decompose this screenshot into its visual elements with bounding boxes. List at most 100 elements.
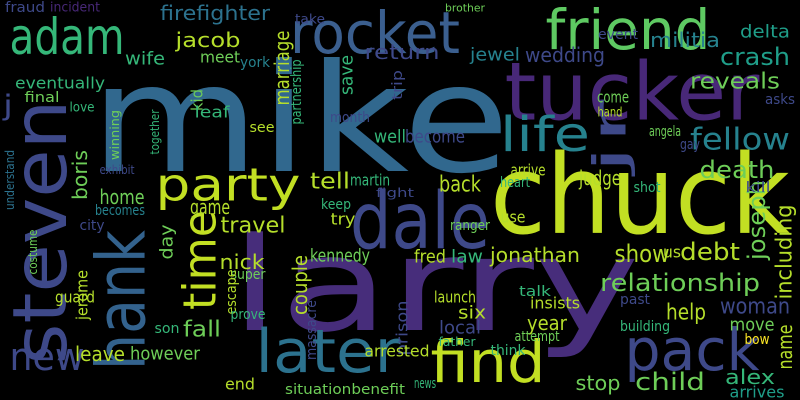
word: keep	[321, 197, 351, 213]
word: jacob	[174, 28, 240, 52]
word: save	[337, 55, 358, 95]
word: news	[414, 376, 436, 392]
word: becomes	[95, 203, 145, 219]
word: bow	[745, 332, 770, 348]
word: see	[250, 120, 275, 136]
word: hand	[598, 106, 623, 121]
word: hank	[83, 229, 162, 370]
word: rocket	[290, 0, 460, 67]
word: kennedy	[310, 246, 370, 267]
word: father	[439, 335, 476, 349]
word: tucker	[505, 46, 760, 139]
word: try	[331, 210, 356, 229]
word: shot	[634, 180, 661, 196]
word: attempt	[515, 329, 560, 345]
word: fred	[414, 247, 446, 268]
word: year	[527, 311, 568, 335]
word: costume	[26, 230, 40, 275]
word: relationship	[600, 269, 760, 297]
word: massacre	[304, 300, 320, 360]
word: joseph	[743, 180, 771, 261]
word: later	[256, 317, 401, 387]
word: event	[598, 27, 639, 43]
word: end	[225, 375, 255, 394]
word: love	[70, 101, 95, 116]
word: friend	[546, 0, 711, 62]
word: help	[666, 301, 706, 326]
word: wife	[125, 49, 165, 70]
word: understand	[3, 150, 17, 210]
word: kid	[188, 89, 207, 111]
word: alex	[725, 365, 775, 389]
word: use	[501, 208, 526, 227]
word: martin	[350, 171, 390, 190]
word: trip	[390, 70, 406, 100]
word: local	[439, 318, 481, 339]
word: insists	[530, 294, 580, 313]
word: arrive	[511, 161, 546, 180]
word: chuck	[490, 131, 790, 259]
word: guard	[55, 288, 95, 307]
word: steven	[0, 100, 84, 365]
word: york	[240, 55, 271, 71]
word: game	[190, 195, 230, 219]
word: debt	[680, 238, 740, 266]
word: city	[80, 218, 105, 234]
word: back	[439, 173, 481, 198]
word: fall	[183, 318, 221, 343]
word: partnership	[289, 59, 305, 124]
word: fellow	[690, 123, 790, 158]
word: return	[365, 40, 440, 64]
word: super	[231, 267, 266, 283]
word: jerome	[73, 270, 92, 321]
word: delta	[740, 22, 790, 43]
word: dale	[350, 177, 490, 267]
word: leave	[75, 342, 125, 366]
word: law	[451, 247, 483, 268]
word: party	[156, 159, 301, 212]
word: stop	[576, 371, 621, 395]
word: prison	[393, 301, 412, 356]
word: heart	[500, 175, 530, 191]
word: jewel	[469, 45, 520, 66]
word: incident	[50, 1, 100, 16]
word: judge	[578, 166, 621, 190]
word: winning	[108, 110, 122, 160]
word: arrested	[365, 342, 430, 361]
word: final	[25, 90, 60, 106]
word: fraud	[5, 0, 45, 16]
word: couple	[288, 255, 312, 315]
word: crash	[720, 43, 790, 71]
word: marriage	[270, 31, 294, 106]
word: jonathan	[489, 243, 580, 267]
word: adam	[10, 8, 125, 66]
word: eventually	[15, 74, 105, 93]
word: angela	[649, 124, 681, 140]
word: ranger	[450, 218, 490, 234]
word: gay	[680, 137, 700, 153]
word: larry	[230, 209, 640, 361]
word: j	[2, 89, 13, 122]
word: fight	[376, 186, 414, 200]
word: six	[458, 303, 486, 324]
word: find	[431, 328, 546, 396]
word: building	[620, 319, 670, 335]
word: child	[635, 368, 705, 396]
word: reveals	[690, 70, 780, 95]
word: time	[174, 210, 227, 310]
word: us	[663, 243, 681, 262]
word: leaf	[195, 103, 230, 122]
word: life	[500, 107, 590, 163]
word: including	[773, 205, 798, 300]
word: meet	[200, 48, 240, 67]
word: firefighter	[160, 1, 271, 25]
word: new	[10, 335, 85, 379]
word: show	[615, 240, 670, 268]
word: well	[374, 127, 406, 148]
word: together	[148, 109, 162, 154]
word: nick	[220, 250, 265, 274]
word: exhibit	[100, 163, 135, 177]
word: kill	[746, 180, 771, 196]
